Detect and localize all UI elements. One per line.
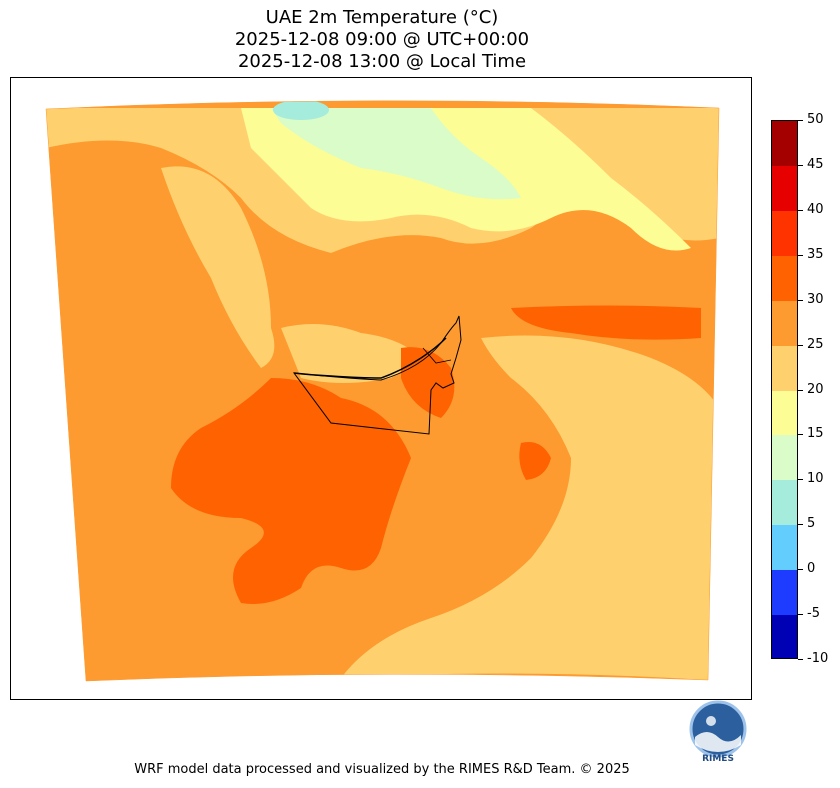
- colorbar-segment: [772, 390, 797, 436]
- colorbar-segment: [772, 165, 797, 212]
- temp-band-30-35-coast: [401, 347, 455, 418]
- colorbar-segment: [772, 525, 797, 571]
- colorbar-tick: [798, 299, 803, 301]
- colorbar-tick-label: 40: [807, 201, 824, 217]
- temperature-colorbar: [771, 120, 798, 659]
- colorbar-segment: [772, 435, 797, 481]
- colorbar-segment: [772, 210, 797, 257]
- colorbar-tick: [798, 254, 803, 256]
- colorbar-tick: [798, 344, 803, 346]
- temp-band-30-35-interior: [171, 378, 411, 604]
- temp-band-30-35-east: [511, 305, 701, 340]
- map-panel[interactable]: RIMES: [10, 77, 752, 764]
- colorbar-tick-label: 20: [807, 381, 824, 397]
- map-title: UAE 2m Temperature (°C): [265, 7, 499, 28]
- temp-band-10-15: [271, 108, 521, 200]
- temp-band-30-35-oman: [519, 442, 551, 480]
- colorbar-segment: [772, 121, 797, 167]
- colorbar-segment: [772, 570, 797, 616]
- rimes-logo: RIMES: [687, 697, 749, 767]
- temp-band-5-10: [273, 100, 329, 120]
- colorbar-tick: [798, 479, 803, 481]
- local-time: 2025-12-08 13:00 @ Local Time: [237, 51, 527, 72]
- colorbar-segment: [772, 480, 797, 526]
- colorbar-tick: [798, 614, 803, 616]
- temp-band-20-25-west: [161, 166, 275, 368]
- colorbar-segment: [772, 300, 797, 347]
- colorbar-tick: [798, 389, 803, 391]
- credit-footer: WRF model data processed and visualized …: [134, 762, 630, 777]
- colorbar-tick-label: 45: [807, 156, 824, 172]
- rimes-logo-text: RIMES: [702, 754, 734, 764]
- colorbar-tick: [798, 524, 803, 526]
- temp-band-20-25-southeast: [341, 335, 719, 680]
- colorbar-tick-label: -5: [807, 606, 820, 622]
- temperature-field-map: [45, 100, 720, 682]
- model-domain-edge: [45, 100, 720, 682]
- colorbar-tick-label: 10: [807, 471, 824, 487]
- colorbar-segment: [772, 615, 797, 658]
- colorbar-tick-label: 15: [807, 426, 824, 442]
- colorbar-tick-label: -10: [807, 651, 829, 666]
- temp-band-20-25-gulf: [281, 324, 421, 383]
- colorbar-segment: [772, 255, 797, 302]
- colorbar-tick: [798, 659, 803, 660]
- colorbar-tick-label: 5: [807, 516, 816, 532]
- colorbar-tick: [798, 209, 803, 211]
- colorbar-tick-label: 30: [807, 291, 824, 307]
- colorbar-tick: [798, 569, 803, 571]
- colorbar-tick-label: 50: [807, 112, 824, 127]
- emirate-border: [422, 347, 452, 364]
- uae-coastline: [293, 337, 447, 379]
- colorbar-tick-label: 35: [807, 246, 824, 262]
- colorbar-tick: [798, 120, 803, 121]
- utc-time: 2025-12-08 09:00 @ UTC+00:00: [234, 29, 530, 50]
- colorbar-tick-label: 0: [807, 561, 816, 577]
- colorbar-tick: [798, 434, 803, 436]
- colorbar-segment: [772, 345, 797, 391]
- colorbar-tick-label: 25: [807, 336, 824, 352]
- colorbar-tick: [798, 164, 803, 166]
